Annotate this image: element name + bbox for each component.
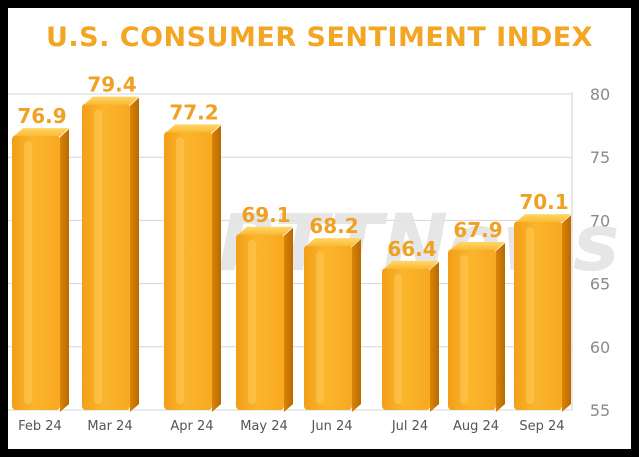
bar — [164, 124, 221, 412]
bar-top — [84, 96, 139, 105]
data-label: 67.9 — [453, 218, 502, 242]
data-label: 79.4 — [87, 73, 136, 97]
bar-top — [306, 238, 361, 247]
y-tick-label: 80 — [590, 85, 610, 104]
bar-front — [164, 131, 212, 410]
bar-top — [384, 260, 439, 269]
bar — [236, 226, 293, 412]
bar-highlight — [460, 254, 468, 404]
x-tick-label: Sep 24 — [519, 419, 564, 434]
bar-side — [430, 261, 439, 412]
chart-frame: U.S. CONSUMER SENTIMENT INDEX RTTNews 80… — [8, 8, 631, 449]
x-tick-label: Mar 24 — [87, 419, 132, 434]
chart-title: U.S. CONSUMER SENTIMENT INDEX — [45, 22, 593, 53]
data-label: 70.1 — [519, 190, 568, 214]
bar-front — [514, 221, 562, 410]
bar-side — [60, 129, 69, 412]
bar-side — [212, 125, 221, 412]
bar-highlight — [526, 227, 534, 404]
y-tick-label: 65 — [590, 275, 610, 294]
bar-highlight — [24, 141, 32, 404]
bar-highlight — [94, 109, 102, 405]
bar-top — [516, 214, 571, 223]
x-tick-label: Jun 24 — [311, 419, 353, 434]
bar-highlight — [394, 273, 402, 404]
bar-side — [352, 239, 361, 412]
bar-front — [382, 267, 430, 410]
data-label: 69.1 — [241, 203, 290, 227]
x-tick-label: Jul 24 — [391, 419, 428, 434]
bar — [12, 128, 69, 412]
y-tick-label: 60 — [590, 338, 610, 357]
x-tick-label: Apr 24 — [170, 419, 213, 434]
bar-front — [82, 103, 130, 411]
y-tick-label: 75 — [590, 148, 610, 167]
bar-side — [562, 215, 571, 412]
data-label: 77.2 — [169, 100, 218, 124]
bar-highlight — [316, 251, 324, 404]
data-label: 66.4 — [387, 237, 436, 261]
data-label: 68.2 — [309, 214, 358, 238]
bar-top — [14, 128, 69, 137]
y-tick-label: 55 — [590, 401, 610, 420]
bar-side — [496, 242, 505, 412]
bar — [514, 214, 571, 412]
bar-top — [450, 241, 505, 250]
data-label: 76.9 — [17, 104, 66, 128]
bar-front — [304, 245, 352, 410]
bar-front — [448, 248, 496, 410]
bar-front — [12, 135, 60, 410]
x-tick-label: May 24 — [240, 419, 288, 434]
bar-top — [238, 226, 293, 235]
bar-top — [166, 124, 221, 133]
bar — [382, 260, 439, 412]
x-tick-label: Feb 24 — [18, 419, 62, 434]
bar-side — [284, 227, 293, 412]
x-tick-label: Aug 24 — [453, 419, 499, 434]
bar — [304, 238, 361, 412]
bar — [82, 96, 139, 413]
bar — [448, 241, 505, 412]
bar-side — [130, 97, 139, 413]
bar-front — [236, 233, 284, 410]
bar-highlight — [248, 239, 256, 404]
y-tick-label: 70 — [590, 211, 610, 230]
bar-highlight — [176, 137, 184, 404]
